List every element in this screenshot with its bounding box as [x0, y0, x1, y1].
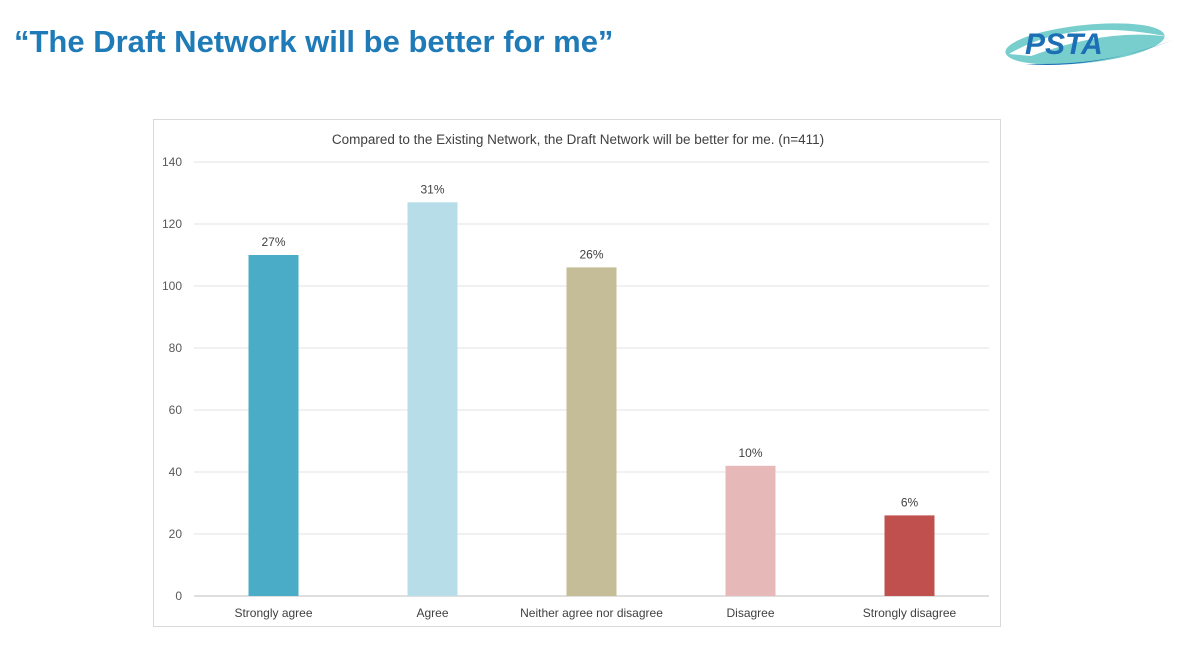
psta-logo: PSTA: [1005, 23, 1175, 65]
y-tick-label: 120: [162, 217, 182, 231]
bar-neither-agree-nor-disagree: [566, 267, 617, 596]
bar-agree: [407, 202, 458, 597]
slide-title: “The Draft Network will be better for me…: [14, 24, 614, 59]
y-tick-label: 40: [169, 465, 183, 479]
data-label: 6%: [901, 495, 919, 509]
y-tick-label: 60: [169, 403, 183, 417]
y-tick-label: 20: [169, 527, 183, 541]
chart-title: Compared to the Existing Network, the Dr…: [332, 132, 824, 147]
bar-strongly-disagree: [884, 515, 935, 596]
bar-chart: Compared to the Existing Network, the Dr…: [162, 132, 989, 620]
x-tick-label: Strongly disagree: [863, 606, 957, 620]
y-tick-label: 80: [169, 341, 183, 355]
x-tick-label: Neither agree nor disagree: [520, 606, 663, 620]
data-label: 27%: [261, 235, 285, 249]
chart-frame: Compared to the Existing Network, the Dr…: [153, 119, 1001, 627]
data-label: 31%: [420, 182, 444, 196]
x-tick-label: Agree: [416, 606, 448, 620]
y-tick-label: 140: [162, 155, 182, 169]
x-tick-label: Strongly agree: [234, 606, 312, 620]
data-label: 10%: [738, 446, 762, 460]
bar-strongly-agree: [248, 255, 299, 596]
y-tick-label: 0: [175, 589, 182, 603]
svg-text:PSTA: PSTA: [1025, 28, 1103, 61]
x-tick-label: Disagree: [726, 606, 774, 620]
bar-disagree: [725, 465, 776, 596]
data-label: 26%: [579, 247, 603, 261]
y-tick-label: 100: [162, 279, 182, 293]
